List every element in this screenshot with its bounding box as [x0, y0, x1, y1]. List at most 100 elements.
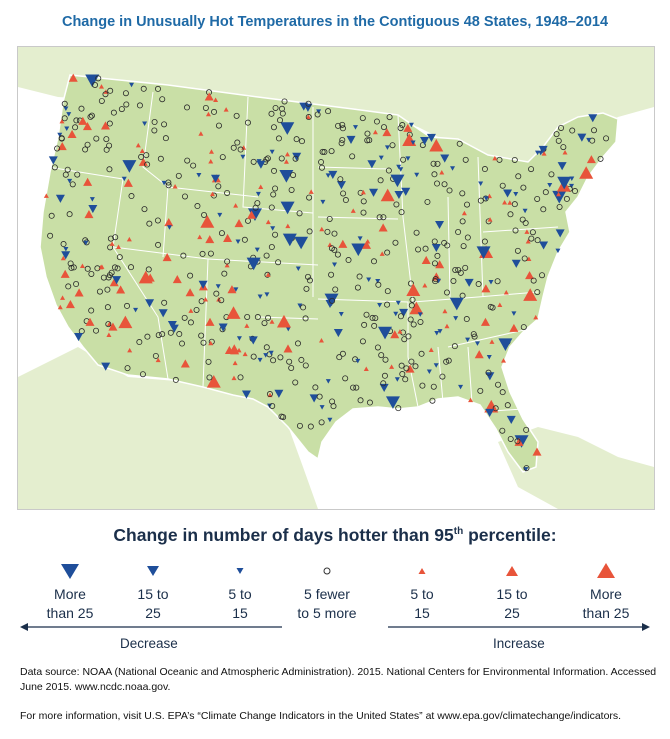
decrease-15-to-25-marker: [158, 309, 168, 318]
station-no-change-marker: [555, 137, 562, 144]
decrease-5-to-15-marker: [254, 247, 260, 253]
station-no-change-marker: [382, 356, 389, 363]
decrease-15-to-25-marker: [503, 189, 513, 198]
decrease-5-to-15-marker: [129, 82, 135, 88]
increase-15-to-25-marker: [338, 239, 348, 248]
station-no-change-marker: [450, 277, 457, 284]
increase-5-to-15-marker: [208, 158, 214, 164]
station-no-change-marker: [270, 191, 277, 198]
station-no-change-marker: [144, 161, 151, 168]
station-no-change-marker: [303, 285, 310, 292]
station-no-change-marker: [263, 344, 270, 351]
increase-15-to-25-marker: [474, 350, 484, 359]
station-no-change-marker: [430, 160, 437, 167]
station-no-change-marker: [272, 231, 279, 238]
increase-15-to-25-marker: [74, 288, 84, 297]
increase-15-to-25-marker: [82, 121, 92, 131]
station-no-change-marker: [380, 380, 387, 387]
station-no-change-marker: [277, 354, 284, 361]
station-no-change-marker: [534, 289, 541, 296]
map-title: Change in Unusually Hot Temperatures in …: [61, 14, 609, 30]
station-no-change-marker: [328, 245, 335, 252]
station-no-change-marker: [499, 182, 506, 189]
station-no-change-marker: [254, 314, 261, 321]
increase-5-to-15-marker: [350, 208, 356, 213]
increase-15-to-25-marker: [109, 278, 119, 287]
station-no-change-marker: [504, 402, 511, 409]
increase-5-to-15-marker: [501, 358, 507, 363]
station-no-change-marker: [296, 210, 303, 217]
medium-down-triangle-icon: [147, 566, 159, 576]
increase-5-to-15-marker: [503, 289, 509, 295]
station-no-change-marker: [305, 100, 312, 107]
station-no-change-marker: [366, 399, 373, 406]
decrease-15-to-25-marker: [55, 194, 65, 203]
station-no-change-marker: [275, 135, 282, 142]
station-no-change-marker: [244, 313, 251, 320]
station-no-change-marker: [329, 398, 336, 405]
increase-5-to-15-marker: [116, 244, 122, 249]
station-no-change-marker: [380, 124, 387, 131]
station-no-change-marker: [144, 333, 151, 340]
station-no-change-marker: [139, 371, 146, 378]
legend-label: 15 to 25: [496, 586, 528, 621]
station-no-change-marker: [95, 75, 102, 82]
station-no-change-marker: [96, 288, 103, 295]
station-no-change-marker: [200, 339, 207, 346]
station-no-change-marker: [252, 204, 259, 211]
station-no-change-marker: [180, 252, 187, 259]
decrease-5-to-15-marker: [316, 109, 322, 114]
station-no-change-marker: [261, 320, 268, 327]
station-no-change-marker: [272, 104, 279, 111]
station-no-change-marker: [530, 277, 537, 284]
legend-decrease-more-than-25: More than 25: [25, 557, 115, 623]
increase-5-to-15-marker: [172, 184, 178, 189]
decrease-5-to-15-marker: [66, 112, 72, 117]
decrease-more-than-25-marker: [385, 396, 400, 409]
station-no-change-marker: [520, 324, 527, 331]
decrease-15-to-25-marker: [88, 204, 98, 214]
station-no-change-marker: [107, 235, 114, 242]
legend-label: More than 25: [582, 586, 630, 621]
station-no-change-marker: [224, 189, 231, 196]
decrease-more-than-25-marker: [280, 122, 295, 135]
increase-15-to-25-marker: [85, 317, 95, 326]
station-no-change-marker: [402, 376, 409, 383]
decrease-5-to-15-marker: [555, 248, 561, 254]
station-no-change-marker: [138, 153, 145, 160]
station-no-change-marker: [151, 119, 158, 126]
decrease-15-to-25-marker: [485, 372, 495, 381]
station-no-change-marker: [597, 155, 604, 162]
station-no-change-marker: [324, 228, 331, 235]
increase-more-than-25-marker: [200, 215, 215, 228]
station-no-change-marker: [325, 108, 332, 115]
increase-5-to-15-marker: [489, 339, 495, 344]
increase-more-than-25-marker: [579, 166, 594, 179]
station-no-change-marker: [110, 109, 117, 116]
station-no-change-marker: [342, 197, 349, 204]
increase-5-to-15-marker: [397, 329, 403, 334]
station-no-change-marker: [381, 372, 388, 379]
station-no-change-marker: [417, 318, 424, 325]
station-no-change-marker: [70, 264, 77, 271]
decrease-15-to-25-marker: [336, 181, 346, 190]
station-no-change-marker: [73, 281, 80, 288]
legend-title: Change in number of days hotter than 95t…: [113, 525, 557, 545]
increase-15-to-25-marker: [83, 177, 93, 186]
decrease-15-to-25-marker: [112, 276, 122, 285]
station-no-change-marker: [151, 127, 158, 134]
increase-5-to-15-marker: [525, 238, 531, 244]
station-no-change-marker: [398, 362, 405, 369]
station-no-change-marker: [373, 118, 380, 125]
station-no-change-marker: [296, 422, 303, 429]
legend-decrease-15-to-25: 15 to 25: [108, 557, 198, 623]
decrease-label: Decrease: [120, 636, 178, 651]
decrease-15-to-25-marker: [367, 160, 377, 169]
station-no-change-marker: [376, 214, 383, 221]
station-no-change-marker: [499, 427, 506, 434]
decrease-15-to-25-marker: [369, 188, 379, 197]
station-no-change-marker: [312, 384, 319, 391]
station-no-change-marker: [172, 376, 179, 383]
station-no-change-marker: [339, 350, 346, 357]
decrease-5-to-15-marker: [285, 326, 291, 332]
